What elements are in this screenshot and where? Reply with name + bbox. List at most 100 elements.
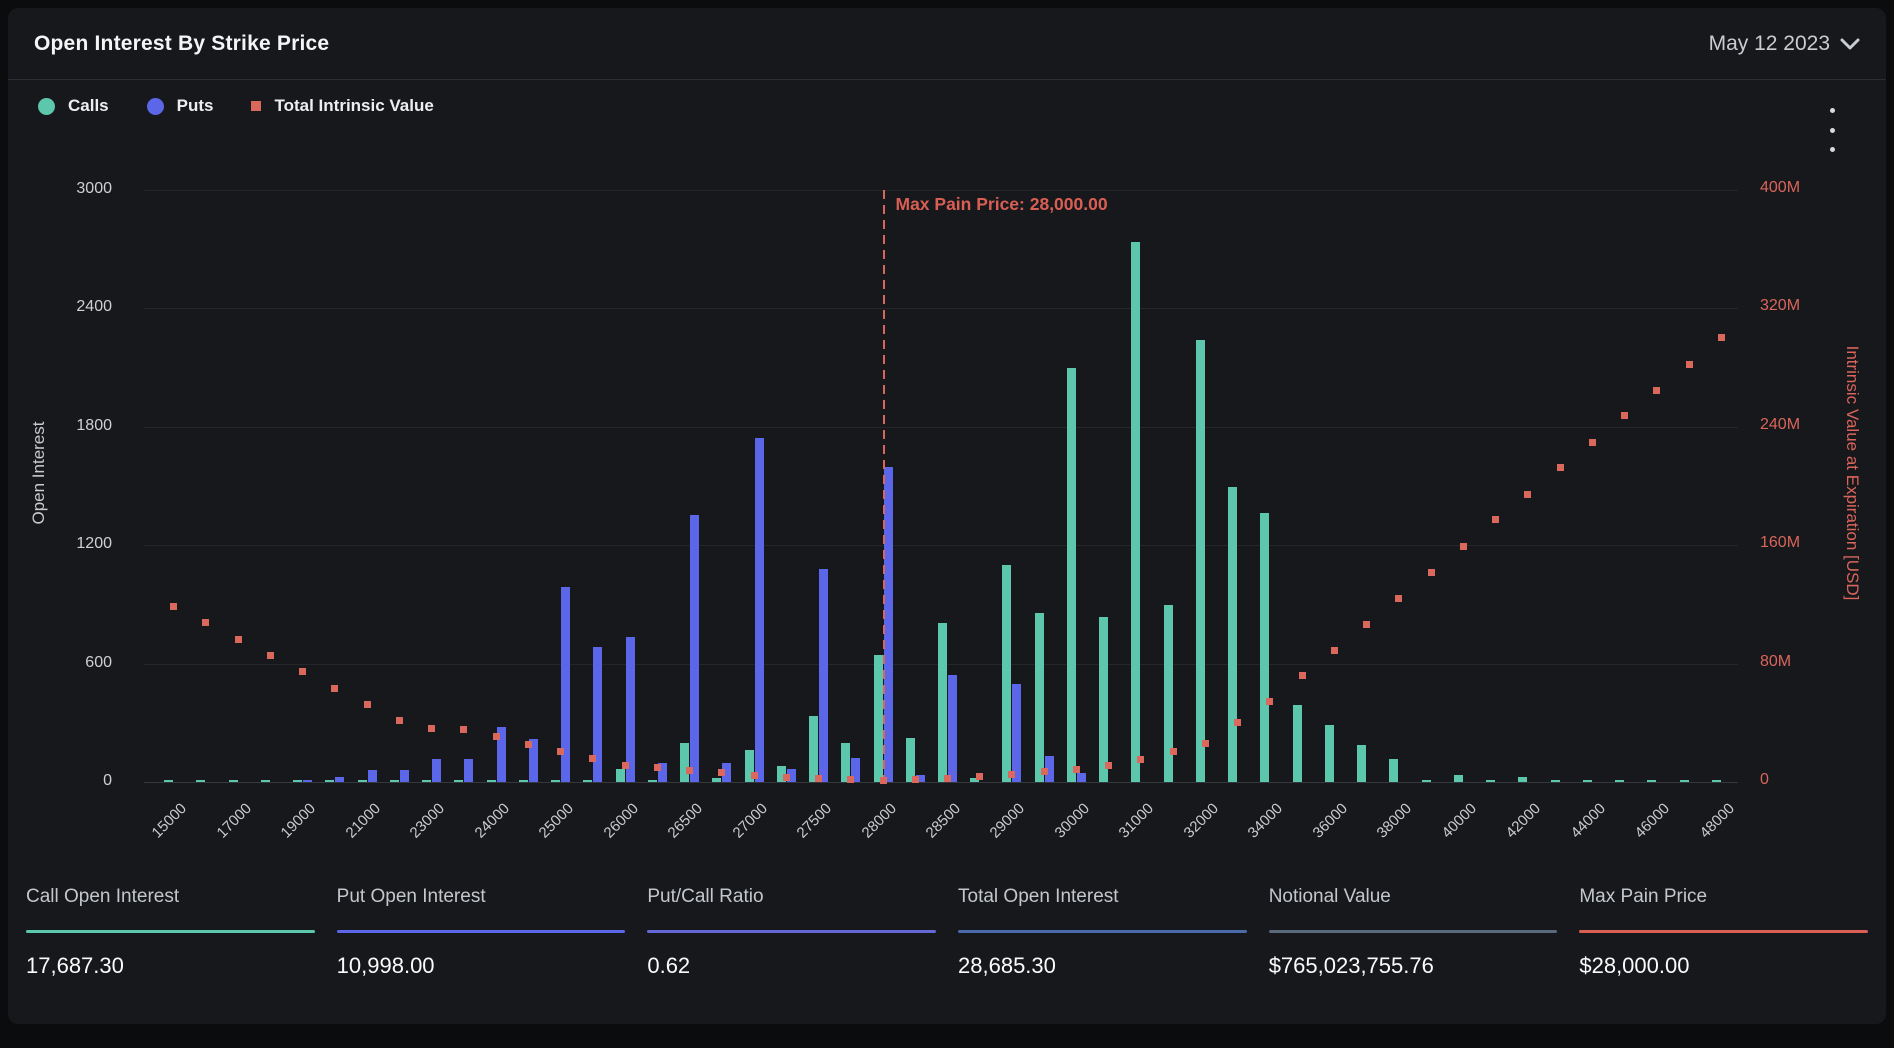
call-bar-24000[interactable]: [486, 780, 496, 782]
intrinsic-dot-45000[interactable]: [1621, 412, 1629, 420]
put-bar-28000[interactable]: [883, 467, 893, 782]
intrinsic-dot-24500[interactable]: [524, 741, 532, 748]
put-bar-28500[interactable]: [948, 675, 957, 782]
call-bar-21000[interactable]: [357, 780, 367, 782]
call-bar-30000[interactable]: [1066, 367, 1076, 782]
put-bar-25000[interactable]: [561, 587, 571, 782]
call-bar-26000[interactable]: [615, 769, 625, 782]
call-bar-18000[interactable]: [260, 780, 270, 782]
intrinsic-dot-28750[interactable]: [976, 773, 984, 781]
kebab-menu-icon[interactable]: [1822, 108, 1842, 152]
call-bar-27750[interactable]: [841, 743, 851, 782]
intrinsic-dot-38000[interactable]: [1395, 595, 1403, 603]
put-bar-23500[interactable]: [464, 759, 474, 782]
call-bar-24500[interactable]: [518, 780, 528, 782]
intrinsic-dot-23500[interactable]: [460, 726, 468, 734]
intrinsic-dot-16000[interactable]: [202, 618, 210, 626]
call-bar-29000[interactable]: [1002, 565, 1012, 782]
put-bar-25500[interactable]: [593, 647, 603, 782]
call-bar-25000[interactable]: [551, 780, 561, 782]
put-bar-24000[interactable]: [496, 727, 506, 782]
legend-item-intrinsic[interactable]: Total Intrinsic Value: [251, 96, 434, 116]
call-bar-25500[interactable]: [583, 780, 593, 782]
intrinsic-dot-47000[interactable]: [1685, 360, 1693, 368]
put-bar-27250[interactable]: [786, 769, 796, 782]
put-bar-27750[interactable]: [851, 757, 861, 782]
intrinsic-dot-36000[interactable]: [1330, 646, 1338, 654]
put-bar-26250[interactable]: [657, 763, 667, 782]
intrinsic-dot-26500[interactable]: [686, 766, 694, 774]
put-bar-22000[interactable]: [399, 770, 409, 782]
intrinsic-dot-29500[interactable]: [1040, 768, 1048, 776]
intrinsic-dot-25000[interactable]: [557, 748, 565, 756]
intrinsic-dot-29000[interactable]: [1008, 771, 1016, 779]
put-bar-29500[interactable]: [1044, 756, 1054, 782]
call-bar-42000[interactable]: [1518, 776, 1528, 782]
call-bar-28750[interactable]: [970, 778, 980, 782]
intrinsic-dot-21000[interactable]: [363, 701, 371, 709]
call-bar-33000[interactable]: [1228, 487, 1238, 782]
call-bar-31500[interactable]: [1163, 605, 1173, 782]
put-bar-21000[interactable]: [367, 770, 377, 782]
put-bar-26000[interactable]: [625, 637, 635, 782]
intrinsic-dot-48000[interactable]: [1717, 334, 1725, 341]
intrinsic-dot-15000[interactable]: [170, 603, 178, 611]
call-bar-32000[interactable]: [1195, 339, 1205, 782]
intrinsic-dot-27250[interactable]: [782, 774, 790, 782]
intrinsic-dot-27750[interactable]: [847, 776, 855, 784]
call-bar-26500[interactable]: [680, 742, 690, 782]
call-bar-34000[interactable]: [1260, 513, 1270, 782]
call-bar-15000[interactable]: [164, 780, 174, 782]
intrinsic-dot-31500[interactable]: [1169, 747, 1177, 755]
put-bar-26500[interactable]: [690, 515, 700, 782]
call-bar-20000[interactable]: [325, 780, 335, 782]
call-bar-27500[interactable]: [809, 716, 819, 782]
call-bar-28000[interactable]: [873, 655, 883, 782]
call-bar-41000[interactable]: [1486, 780, 1496, 782]
put-bar-26750[interactable]: [722, 763, 732, 782]
call-bar-48000[interactable]: [1711, 780, 1721, 782]
call-bar-29500[interactable]: [1034, 612, 1044, 782]
intrinsic-dot-40000[interactable]: [1459, 543, 1467, 551]
intrinsic-dot-43000[interactable]: [1556, 464, 1564, 472]
intrinsic-dot-35000[interactable]: [1298, 671, 1306, 679]
intrinsic-dot-27000[interactable]: [750, 772, 758, 780]
intrinsic-dot-20000[interactable]: [331, 684, 339, 692]
intrinsic-dot-22000[interactable]: [395, 716, 403, 724]
intrinsic-dot-41000[interactable]: [1492, 516, 1500, 524]
call-bar-23000[interactable]: [422, 780, 432, 782]
call-bar-27000[interactable]: [744, 750, 754, 782]
intrinsic-dot-26000[interactable]: [621, 761, 629, 769]
legend-item-puts[interactable]: Puts: [146, 96, 213, 116]
call-bar-26250[interactable]: [647, 780, 657, 782]
put-bar-19000[interactable]: [303, 780, 313, 782]
intrinsic-dot-42000[interactable]: [1524, 490, 1532, 498]
call-bar-28500[interactable]: [938, 622, 947, 782]
call-bar-45000[interactable]: [1615, 780, 1625, 782]
intrinsic-dot-28500[interactable]: [944, 774, 951, 782]
intrinsic-dot-32000[interactable]: [1201, 739, 1209, 747]
intrinsic-dot-44000[interactable]: [1588, 439, 1596, 447]
put-bar-28250[interactable]: [915, 775, 925, 782]
intrinsic-dot-46000[interactable]: [1653, 386, 1661, 394]
call-bar-28250[interactable]: [905, 738, 915, 782]
call-bar-31000[interactable]: [1131, 242, 1141, 782]
put-bar-23000[interactable]: [432, 758, 442, 782]
call-bar-26750[interactable]: [712, 778, 722, 782]
call-bar-22000[interactable]: [389, 780, 399, 782]
call-bar-36000[interactable]: [1324, 725, 1334, 782]
put-bar-27500[interactable]: [819, 569, 829, 782]
intrinsic-dot-26250[interactable]: [653, 764, 661, 772]
call-bar-17000[interactable]: [228, 780, 238, 782]
call-bar-35000[interactable]: [1292, 705, 1302, 782]
intrinsic-dot-28250[interactable]: [911, 776, 919, 784]
legend-item-calls[interactable]: Calls: [38, 96, 109, 116]
intrinsic-dot-25500[interactable]: [589, 755, 597, 763]
put-bar-27000[interactable]: [754, 437, 764, 782]
intrinsic-dot-27500[interactable]: [815, 775, 823, 783]
call-bar-37000[interactable]: [1357, 745, 1367, 782]
intrinsic-dot-31000[interactable]: [1137, 756, 1145, 764]
intrinsic-dot-24000[interactable]: [492, 732, 500, 740]
date-selector[interactable]: May 12 2023: [1709, 32, 1860, 56]
intrinsic-dot-37000[interactable]: [1363, 621, 1371, 629]
